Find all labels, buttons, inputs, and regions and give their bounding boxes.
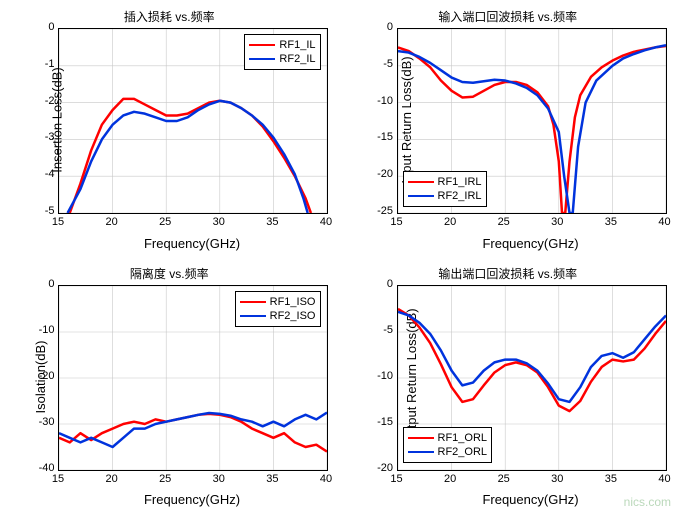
x-tick: 20 bbox=[102, 216, 122, 228]
y-tick: -1 bbox=[45, 58, 55, 70]
x-tick: 30 bbox=[209, 473, 229, 485]
x-tick: 25 bbox=[155, 216, 175, 228]
legend-swatch bbox=[249, 44, 275, 46]
y-tick: -2 bbox=[45, 95, 55, 107]
legend-item: RF2_IL bbox=[249, 52, 315, 66]
y-tick: 0 bbox=[387, 21, 393, 33]
series-RF1_ISO bbox=[59, 413, 327, 451]
x-tick: 30 bbox=[547, 216, 567, 228]
legend-swatch bbox=[249, 58, 275, 60]
legend-item: RF1_IRL bbox=[408, 175, 482, 189]
x-tick: 20 bbox=[102, 473, 122, 485]
legend-swatch bbox=[408, 195, 434, 197]
y-tick: 0 bbox=[387, 278, 393, 290]
y-tick: 0 bbox=[48, 21, 54, 33]
legend-label: RF1_IRL bbox=[438, 175, 482, 189]
x-tick: 25 bbox=[494, 216, 514, 228]
legend: RF1_IRLRF2_IRL bbox=[403, 171, 487, 207]
legend-label: RF1_ISO bbox=[270, 295, 316, 309]
x-tick: 20 bbox=[440, 216, 460, 228]
series-RF2_ISO bbox=[59, 412, 327, 447]
y-tick: 0 bbox=[48, 278, 54, 290]
x-tick: 30 bbox=[209, 216, 229, 228]
x-axis-label: Frequency(GHz) bbox=[58, 492, 326, 507]
legend-item: RF2_IRL bbox=[408, 189, 482, 203]
x-tick: 35 bbox=[601, 473, 621, 485]
panel-input_rl: 输入端口回波损耗 vs.频率Input Return Loss(dB)Frequ… bbox=[339, 0, 677, 257]
legend-label: RF2_ISO bbox=[270, 309, 316, 323]
legend: RF1_ORLRF2_ORL bbox=[403, 427, 493, 463]
legend-swatch bbox=[408, 451, 434, 453]
panel-insertion: 插入损耗 vs.频率Insertion Loss(dB)Frequency(GH… bbox=[0, 0, 339, 257]
legend: RF1_ILRF2_IL bbox=[244, 34, 320, 70]
x-axis-label: Frequency(GHz) bbox=[58, 236, 326, 251]
legend-swatch bbox=[408, 181, 434, 183]
x-tick: 20 bbox=[440, 473, 460, 485]
y-tick: -5 bbox=[383, 324, 393, 336]
y-tick: -20 bbox=[39, 370, 55, 382]
legend-item: RF1_IL bbox=[249, 38, 315, 52]
y-tick: -3 bbox=[45, 131, 55, 143]
x-tick: 25 bbox=[155, 473, 175, 485]
y-tick: -40 bbox=[39, 462, 55, 474]
chart-grid: 插入损耗 vs.频率Insertion Loss(dB)Frequency(GH… bbox=[0, 0, 677, 513]
legend-swatch bbox=[408, 437, 434, 439]
legend-label: RF2_ORL bbox=[438, 445, 488, 459]
legend: RF1_ISORF2_ISO bbox=[235, 291, 321, 327]
x-tick: 15 bbox=[48, 473, 68, 485]
y-tick: -5 bbox=[45, 205, 55, 217]
x-axis-label: Frequency(GHz) bbox=[397, 236, 665, 251]
legend-item: RF2_ISO bbox=[240, 309, 316, 323]
x-tick: 40 bbox=[316, 216, 336, 228]
legend-swatch bbox=[240, 315, 266, 317]
legend-label: RF2_IL bbox=[279, 52, 315, 66]
y-tick: -15 bbox=[377, 131, 393, 143]
panel-output_rl: 输出端口回波损耗 vs.频率Output Return Loss(dB)Freq… bbox=[339, 257, 677, 513]
legend-item: RF2_ORL bbox=[408, 445, 488, 459]
x-tick: 15 bbox=[387, 216, 407, 228]
y-tick: -5 bbox=[383, 58, 393, 70]
legend-item: RF1_ORL bbox=[408, 431, 488, 445]
x-tick: 40 bbox=[655, 216, 675, 228]
x-tick: 25 bbox=[494, 473, 514, 485]
y-tick: -20 bbox=[377, 168, 393, 180]
legend-item: RF1_ISO bbox=[240, 295, 316, 309]
x-tick: 15 bbox=[387, 473, 407, 485]
y-tick: -30 bbox=[39, 416, 55, 428]
y-tick: -10 bbox=[377, 95, 393, 107]
series-RF1_ORL bbox=[398, 309, 666, 411]
legend-label: RF1_ORL bbox=[438, 431, 488, 445]
y-tick: -10 bbox=[39, 324, 55, 336]
legend-swatch bbox=[240, 301, 266, 303]
x-tick: 35 bbox=[262, 216, 282, 228]
x-tick: 30 bbox=[547, 473, 567, 485]
watermark: nics.com bbox=[624, 495, 671, 509]
x-tick: 15 bbox=[48, 216, 68, 228]
y-tick: -15 bbox=[377, 416, 393, 428]
x-tick: 35 bbox=[601, 216, 621, 228]
y-tick: -20 bbox=[377, 462, 393, 474]
y-tick: -10 bbox=[377, 370, 393, 382]
x-tick: 40 bbox=[655, 473, 675, 485]
x-tick: 35 bbox=[262, 473, 282, 485]
y-tick: -25 bbox=[377, 205, 393, 217]
panel-isolation: 隔离度 vs.频率Isolation(dB)Frequency(GHz)1520… bbox=[0, 257, 339, 513]
series-RF2_IL bbox=[68, 101, 308, 213]
y-tick: -4 bbox=[45, 168, 55, 180]
x-tick: 40 bbox=[316, 473, 336, 485]
legend-label: RF2_IRL bbox=[438, 189, 482, 203]
legend-label: RF1_IL bbox=[279, 38, 315, 52]
